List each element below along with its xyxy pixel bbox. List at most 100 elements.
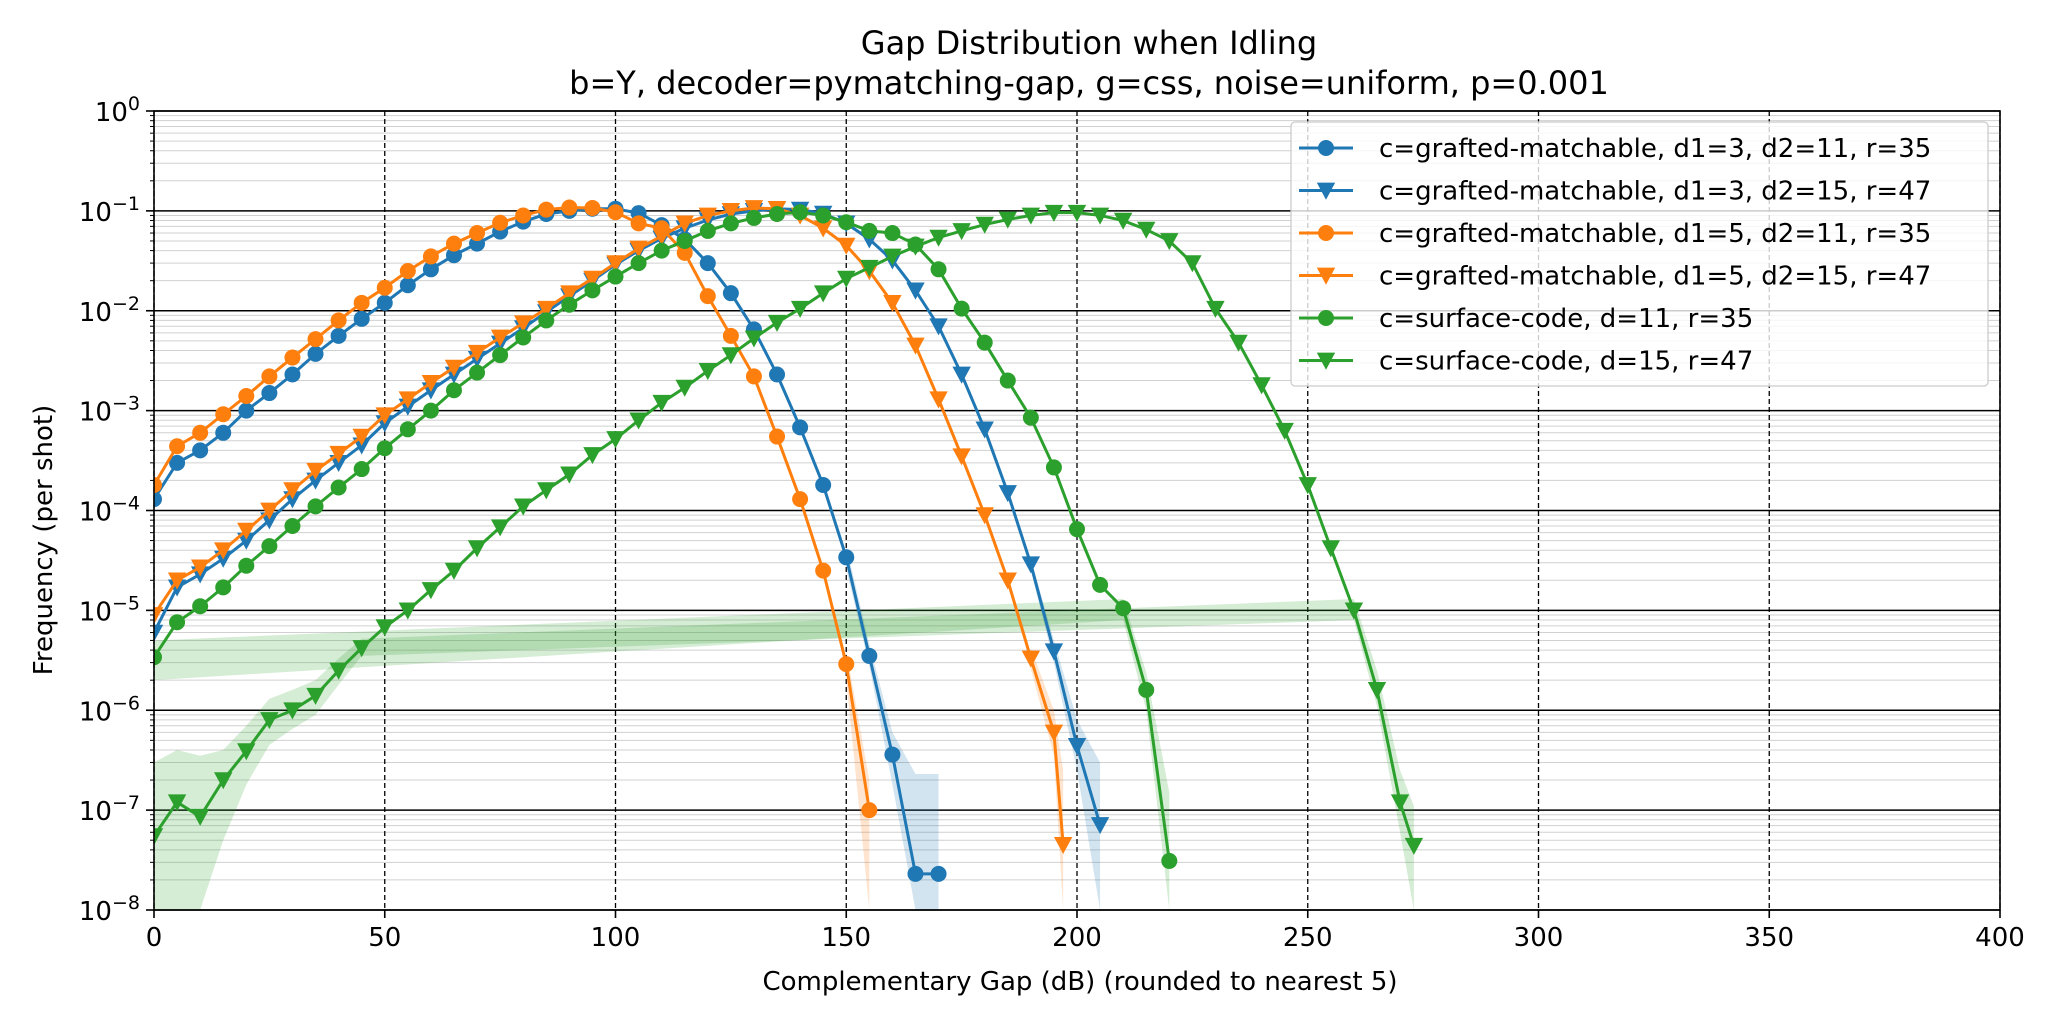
data-point [584, 199, 601, 216]
y-tick-label: 10−8 [79, 892, 140, 927]
data-point [421, 582, 441, 600]
data-point [515, 329, 532, 346]
data-point [652, 394, 671, 412]
data-point [375, 619, 394, 637]
data-point [1321, 540, 1341, 558]
data-point [1092, 576, 1109, 593]
x-tick-label: 350 [1744, 923, 1794, 953]
data-point [744, 200, 764, 218]
y-tick-label: 100 [95, 93, 140, 128]
data-point [837, 237, 856, 255]
data-point [952, 223, 971, 241]
data-point [215, 424, 232, 441]
data-point [815, 562, 832, 579]
data-point [1067, 204, 1087, 222]
legend-swatch-marker [1318, 225, 1334, 241]
data-point [906, 238, 925, 256]
data-point [398, 391, 418, 409]
data-point [537, 300, 556, 318]
data-point [1367, 682, 1387, 700]
data-point [1275, 422, 1294, 440]
data-point [1344, 602, 1364, 620]
data-point [260, 512, 279, 530]
data-point [815, 477, 832, 494]
grid-layer [153, 110, 2001, 911]
data-point [154, 624, 164, 642]
data-point [1183, 255, 1202, 273]
data-point [445, 382, 462, 399]
legend-entry-label: c=grafted-matchable, d1=5, d2=15, r=47 [1379, 262, 1931, 292]
data-point [1252, 377, 1271, 395]
x-tick-label: 100 [591, 923, 641, 953]
data-point [998, 211, 1017, 229]
data-point [792, 204, 809, 221]
data-point [583, 270, 602, 288]
data-point [721, 203, 741, 221]
data-point [261, 368, 278, 385]
y-tick-label: 10−6 [79, 692, 140, 727]
legend-entry-label: c=grafted-matchable, d1=3, d2=15, r=47 [1379, 177, 1931, 207]
data-point [1021, 207, 1041, 225]
data-point [238, 402, 255, 419]
data-point [192, 442, 209, 459]
x-tick-label: 400 [1975, 923, 2025, 953]
data-point [237, 522, 256, 540]
data-point [514, 315, 533, 333]
data-point [260, 502, 279, 520]
data-point [976, 334, 993, 351]
y-tick-label: 10−1 [79, 193, 140, 228]
data-point [190, 559, 210, 577]
data-point [583, 447, 602, 465]
data-point [699, 222, 716, 239]
data-point [215, 406, 232, 423]
data-point [607, 268, 624, 285]
data-point [352, 640, 371, 658]
series-layer [154, 199, 1424, 882]
data-point [813, 220, 833, 238]
data-point [307, 498, 324, 515]
data-point [769, 206, 786, 223]
data-point [1298, 477, 1317, 495]
legend-entry-label: c=grafted-matchable, d1=3, d2=11, r=35 [1379, 134, 1931, 164]
data-point [467, 344, 487, 362]
data-point [952, 448, 971, 466]
data-point [769, 366, 786, 383]
data-point [538, 312, 555, 329]
legend-entry-label: c=surface-code, d=11, r=35 [1379, 304, 1753, 334]
data-point [238, 557, 255, 574]
y-tick-label: 10−3 [79, 393, 140, 428]
data-point [1115, 600, 1132, 617]
data-point [422, 248, 439, 265]
data-point [306, 472, 325, 490]
data-point [792, 419, 809, 436]
data-point [1404, 837, 1424, 855]
data-point [260, 712, 279, 730]
data-point [607, 204, 624, 221]
data-point [538, 201, 555, 218]
data-point [237, 532, 256, 550]
data-point [861, 802, 878, 819]
legend-box [1290, 121, 1989, 387]
data-point [813, 285, 833, 303]
data-point [537, 482, 556, 500]
data-point [467, 540, 487, 558]
data-point [422, 402, 439, 419]
data-point [1206, 300, 1225, 318]
data-point [399, 421, 416, 438]
data-point [444, 562, 464, 580]
data-point [421, 374, 441, 392]
x-tick-label: 50 [368, 923, 401, 953]
data-point [238, 388, 255, 405]
x-axis-label: Complementary Gap (dB) (rounded to neare… [762, 967, 1397, 997]
data-point [330, 312, 347, 329]
data-point [154, 649, 162, 666]
data-point [329, 445, 348, 463]
data-point [154, 477, 162, 494]
data-point [629, 412, 648, 430]
x-tick-label: 0 [146, 923, 163, 953]
data-point [1161, 852, 1178, 869]
data-point [630, 255, 647, 272]
data-point [1067, 738, 1087, 756]
data-point [283, 482, 302, 500]
